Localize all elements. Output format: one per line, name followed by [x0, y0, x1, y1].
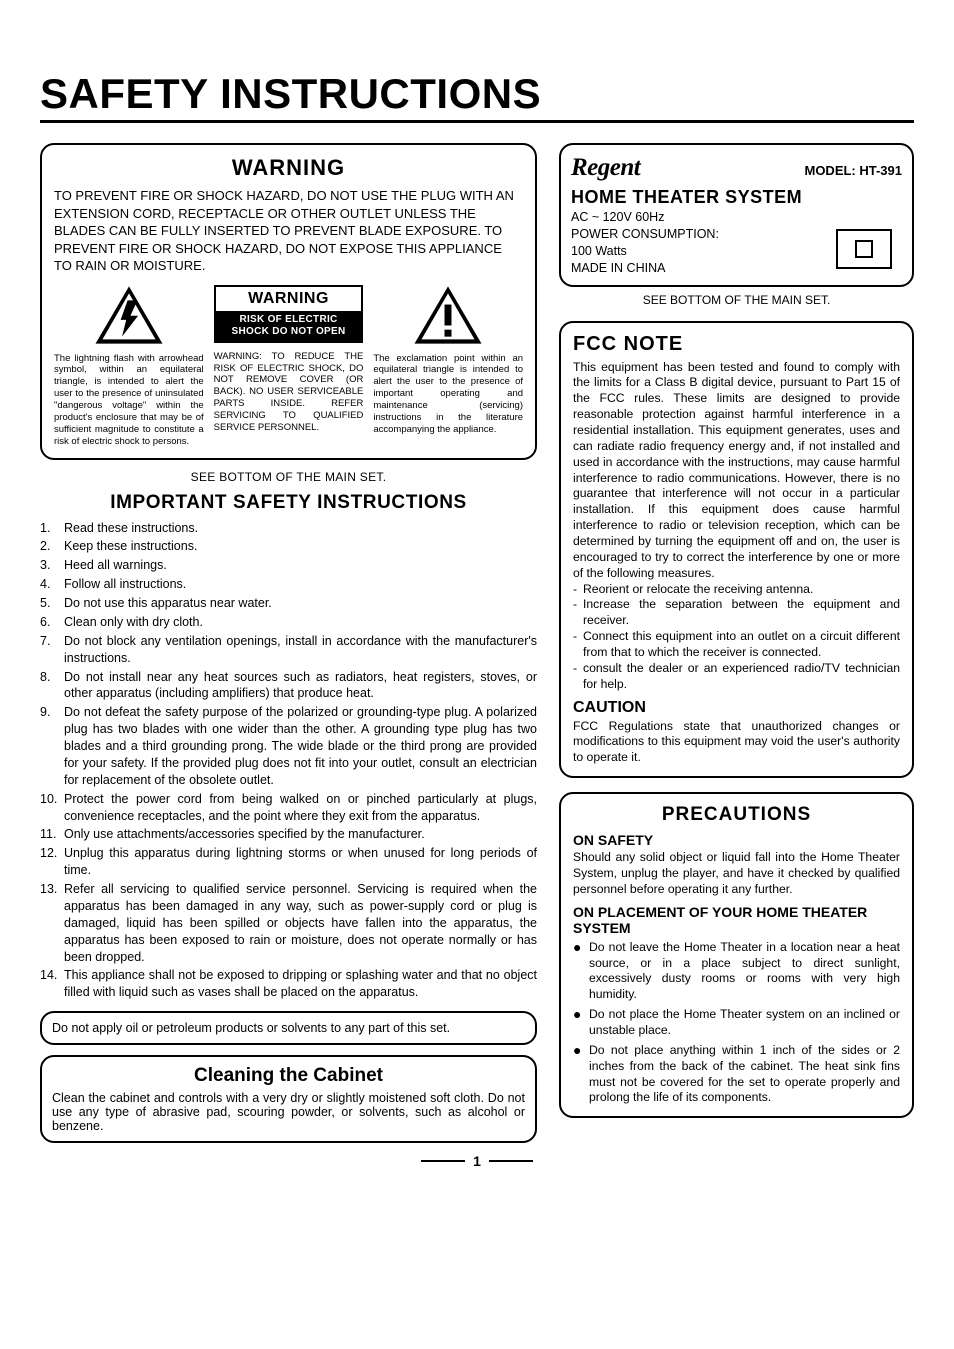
mid-caption: WARNING: TO REDUCE THE RISK OF ELECTRIC …	[214, 351, 364, 434]
sub-note: SEE BOTTOM OF THE MAIN SET.	[40, 470, 537, 484]
isi-title: IMPORTANT SAFETY INSTRUCTIONS	[40, 492, 537, 514]
precautions-box: PRECAUTIONS ON SAFETY Should any solid o…	[559, 792, 914, 1118]
cleaning-box: Cleaning the Cabinet Clean the cabinet a…	[40, 1055, 537, 1143]
isi-item: Refer all servicing to qualified service…	[64, 881, 537, 965]
page-number: 1	[40, 1153, 914, 1169]
on-placement-title: ON PLACEMENT OF YOUR HOME THEATER SYSTEM	[573, 904, 900, 936]
isi-item: Do not use this apparatus near water.	[64, 595, 537, 612]
warning-box: WARNING TO PREVENT FIRE OR SHOCK HAZARD,…	[40, 143, 537, 460]
brand: Regent	[571, 151, 640, 185]
fcc-box: FCC NOTE This equipment has been tested …	[559, 321, 914, 779]
warning-body: TO PREVENT FIRE OR SHOCK HAZARD, DO NOT …	[54, 187, 523, 275]
isi-list: 1.Read these instructions. 2.Keep these …	[40, 520, 537, 1002]
isi-item: Heed all warnings.	[64, 557, 537, 574]
fcc-title: FCC NOTE	[573, 333, 900, 356]
lightning-caption: The lightning flash with arrowhead symbo…	[54, 353, 204, 448]
isi-item: Do not block any ventilation openings, i…	[64, 633, 537, 667]
cleaning-body: Clean the cabinet and controls with a ve…	[52, 1091, 525, 1133]
isi-item: Follow all instructions.	[64, 576, 537, 593]
model-subtitle: HOME THEATER SYSTEM	[571, 185, 902, 209]
page-title: SAFETY INSTRUCTIONS	[40, 70, 914, 123]
lightning-triangle-icon	[54, 285, 204, 349]
model-spec: AC ~ 120V 60Hz	[571, 209, 902, 226]
title-text: SAFETY INSTRUCTIONS	[40, 70, 541, 118]
isi-item: Clean only with dry cloth.	[64, 614, 537, 631]
isi-item: Unplug this apparatus during lightning s…	[64, 845, 537, 879]
mini-warn-bot: RISK OF ELECTRIC SHOCK DO NOT OPEN	[216, 311, 362, 341]
fcc-dash-list: -Reorient or relocate the receiving ante…	[573, 582, 900, 693]
exclamation-caption: The exclamation point within an equilate…	[373, 353, 523, 436]
placement-bullet: Do not place anything within 1 inch of t…	[589, 1043, 900, 1106]
fcc-dash: Reorient or relocate the receiving anten…	[583, 582, 900, 598]
mini-warning-box: WARNING RISK OF ELECTRIC SHOCK DO NOT OP…	[214, 285, 364, 343]
model-box: Regent MODEL: HT-391 HOME THEATER SYSTEM…	[559, 143, 914, 287]
fcc-dash: Connect this equipment into an outlet on…	[583, 629, 900, 661]
isi-item: Keep these instructions.	[64, 538, 537, 555]
fcc-dash: Increase the separation between the equi…	[583, 597, 900, 629]
fcc-dash: consult the dealer or an experienced rad…	[583, 661, 900, 693]
placement-bullet: Do not place the Home Theater system on …	[589, 1007, 900, 1039]
isi-item: This appliance shall not be exposed to d…	[64, 967, 537, 1001]
double-square-icon	[836, 229, 892, 269]
fcc-body: This equipment has been tested and found…	[573, 360, 900, 582]
model-label: MODEL: HT-391	[804, 162, 902, 180]
isi-item: Only use attachments/accessories specifi…	[64, 826, 537, 843]
on-safety-title: ON SAFETY	[573, 832, 900, 848]
isi-item: Read these instructions.	[64, 520, 537, 537]
caution-body: FCC Regulations state that unauthorized …	[573, 719, 900, 767]
on-safety-body: Should any solid object or liquid fall i…	[573, 850, 900, 898]
oil-note: Do not apply oil or petroleum products o…	[40, 1011, 537, 1045]
precautions-title: PRECAUTIONS	[573, 804, 900, 826]
exclamation-triangle-icon	[373, 285, 523, 349]
warning-heading: WARNING	[54, 155, 523, 181]
isi-item: Protect the power cord from being walked…	[64, 791, 537, 825]
page-number-value: 1	[473, 1153, 481, 1169]
model-bottom-note: SEE BOTTOM OF THE MAIN SET.	[559, 293, 914, 307]
isi-item: Do not defeat the safety purpose of the …	[64, 704, 537, 788]
isi-item: Do not install near any heat sources suc…	[64, 669, 537, 703]
mini-warn-top: WARNING	[216, 287, 362, 311]
placement-bullets: ●Do not leave the Home Theater in a loca…	[573, 940, 900, 1107]
placement-bullet: Do not leave the Home Theater in a locat…	[589, 940, 900, 1003]
cleaning-title: Cleaning the Cabinet	[52, 1065, 525, 1087]
caution-title: CAUTION	[573, 699, 900, 717]
